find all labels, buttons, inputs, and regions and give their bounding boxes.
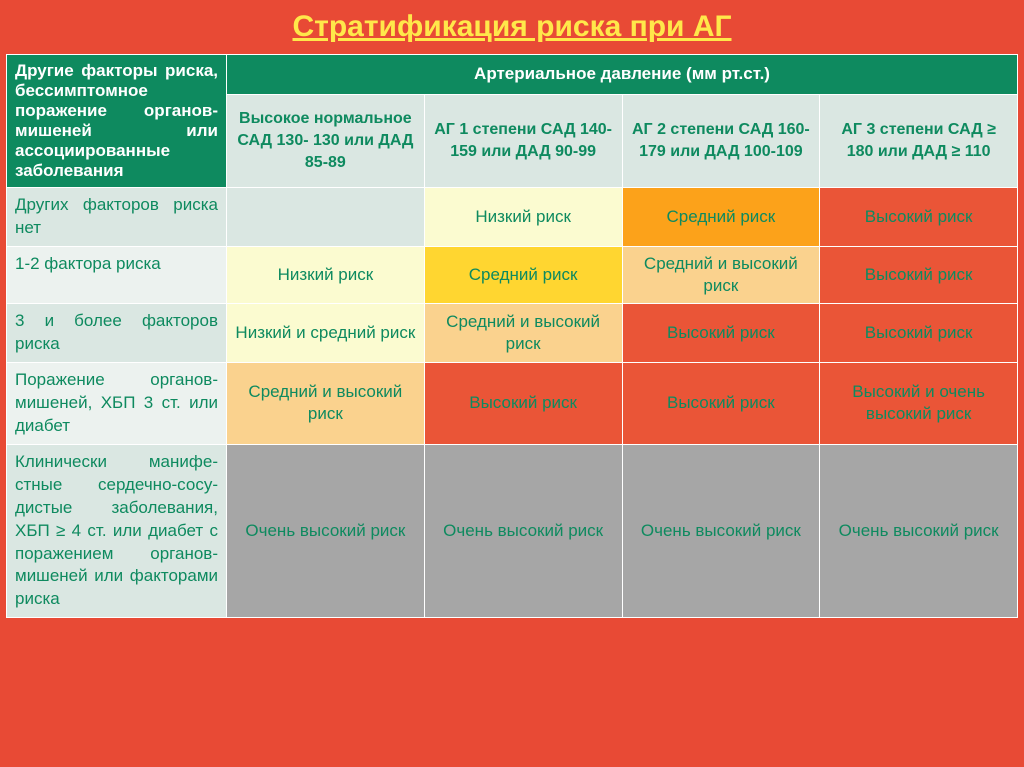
- risk-table: Другие факторы риска, бессимптомное пора…: [6, 54, 1018, 618]
- risk-cell: Низкий риск: [424, 188, 622, 247]
- row-label: Поражение органов-мишеней, ХБП 3 ст. или…: [7, 362, 227, 444]
- risk-cell: Низкий риск: [227, 246, 425, 303]
- table-row: 3 и более факторов рискаНизкий и средний…: [7, 304, 1018, 363]
- header-factors: Другие факторы риска, бессимптомное пора…: [7, 55, 227, 188]
- col-bp-normal: Высокое нормальное САД 130- 130 или ДАД …: [227, 94, 425, 187]
- risk-cell: Очень высокий риск: [424, 444, 622, 618]
- risk-cell: Высокий риск: [820, 246, 1018, 303]
- header-bp: Артериальное давление (мм рт.ст.): [227, 55, 1018, 95]
- risk-cell: Высокий и очень высокий риск: [820, 362, 1018, 444]
- risk-cell: Высокий риск: [820, 188, 1018, 247]
- risk-cell: Высокий риск: [424, 362, 622, 444]
- col-bp-grade3: АГ 3 степени САД ≥ 180 или ДАД ≥ 110: [820, 94, 1018, 187]
- table-row: 1-2 фактора рискаНизкий рискСредний риск…: [7, 246, 1018, 303]
- risk-cell: Высокий риск: [622, 304, 820, 363]
- risk-cell: [227, 188, 425, 247]
- table-row: Других факторов риска нет Низкий рискСред…: [7, 188, 1018, 247]
- risk-cell: Очень высокий риск: [227, 444, 425, 618]
- row-label: Клинически манифе-стные сердечно-сосу-ди…: [7, 444, 227, 618]
- risk-cell: Средний и высокий риск: [622, 246, 820, 303]
- risk-cell: Средний и высокий риск: [424, 304, 622, 363]
- risk-cell: Высокий риск: [820, 304, 1018, 363]
- risk-cell: Низкий и средний риск: [227, 304, 425, 363]
- table-row: Клинически манифе-стные сердечно-сосу-ди…: [7, 444, 1018, 618]
- row-label: Других факторов риска нет: [7, 188, 227, 247]
- row-label: 1-2 фактора риска: [7, 246, 227, 303]
- row-label: 3 и более факторов риска: [7, 304, 227, 363]
- page-title: Стратификация риска при АГ: [6, 10, 1018, 44]
- risk-cell: Средний и высокий риск: [227, 362, 425, 444]
- risk-cell: Средний риск: [424, 246, 622, 303]
- risk-cell: Высокий риск: [622, 362, 820, 444]
- col-bp-grade2: АГ 2 степени САД 160-179 или ДАД 100-109: [622, 94, 820, 187]
- risk-cell: Очень высокий риск: [820, 444, 1018, 618]
- risk-cell: Очень высокий риск: [622, 444, 820, 618]
- risk-cell: Средний риск: [622, 188, 820, 247]
- table-row: Поражение органов-мишеней, ХБП 3 ст. или…: [7, 362, 1018, 444]
- col-bp-grade1: АГ 1 степени САД 140-159 или ДАД 90-99: [424, 94, 622, 187]
